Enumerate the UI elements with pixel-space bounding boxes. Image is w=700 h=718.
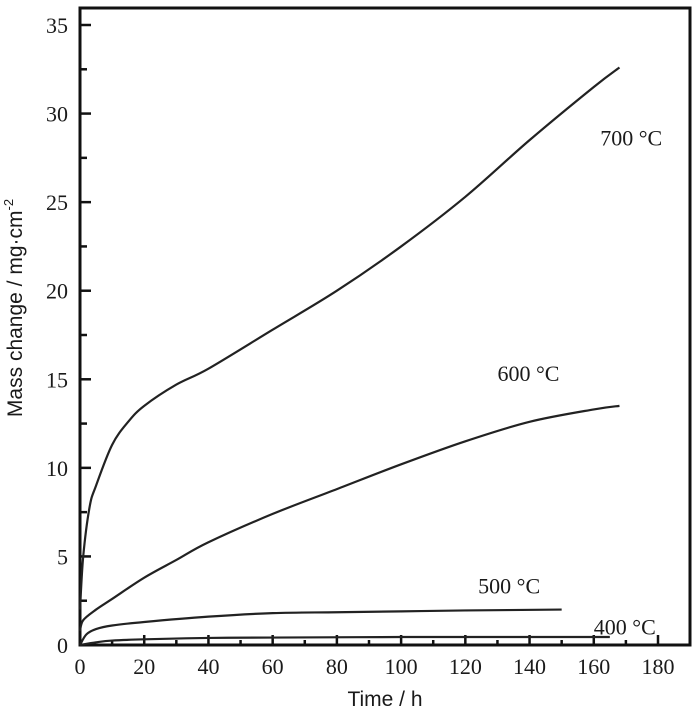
y-tick-label: 20	[46, 279, 68, 304]
y-axis-ticks: 0 5 10 15 20 25 30 35	[46, 13, 91, 658]
x-axis-title: Time / h	[347, 688, 422, 711]
x-tick-label: 40	[197, 654, 219, 679]
label-500c: 500 °C	[478, 574, 540, 599]
label-600c: 600 °C	[497, 361, 559, 386]
curve-500c	[79, 608, 562, 646]
y-tick-label: 15	[46, 367, 68, 392]
x-tick-label: 80	[326, 654, 348, 679]
y-tick-label: 0	[57, 633, 68, 658]
x-tick-label: 180	[642, 654, 675, 679]
x-tick-label: 100	[385, 654, 418, 679]
x-axis-ticks: 0 20 40 60 80 100 120 140 160 180	[75, 635, 675, 679]
label-700c: 700 °C	[600, 125, 662, 150]
curve-600c	[78, 404, 620, 632]
plot-frame	[78, 6, 692, 647]
curve-700c	[78, 66, 621, 610]
x-tick-label: 20	[133, 654, 155, 679]
y-tick-label: 25	[46, 190, 68, 215]
x-tick-label: 60	[262, 654, 284, 679]
label-400c: 400 °C	[594, 614, 656, 639]
x-tick-label: 160	[577, 654, 610, 679]
data-curves	[78, 66, 621, 647]
x-tick-label: 120	[449, 654, 482, 679]
plot-border	[78, 6, 692, 647]
y-tick-label: 30	[46, 102, 68, 127]
y-axis-title-text: Mass change / mg·cm	[4, 210, 27, 417]
x-tick-label: 0	[75, 654, 86, 679]
y-axis-title-superscript: -2	[1, 199, 16, 211]
y-tick-label: 5	[57, 544, 68, 569]
y-tick-label: 10	[46, 456, 68, 481]
curve-400c	[79, 635, 610, 647]
y-axis-title: Mass change / mg·cm-2	[1, 199, 27, 417]
x-tick-label: 140	[513, 654, 546, 679]
series-labels: 700 °C 600 °C 500 °C 400 °C	[478, 125, 662, 639]
y-tick-label: 35	[46, 13, 68, 38]
